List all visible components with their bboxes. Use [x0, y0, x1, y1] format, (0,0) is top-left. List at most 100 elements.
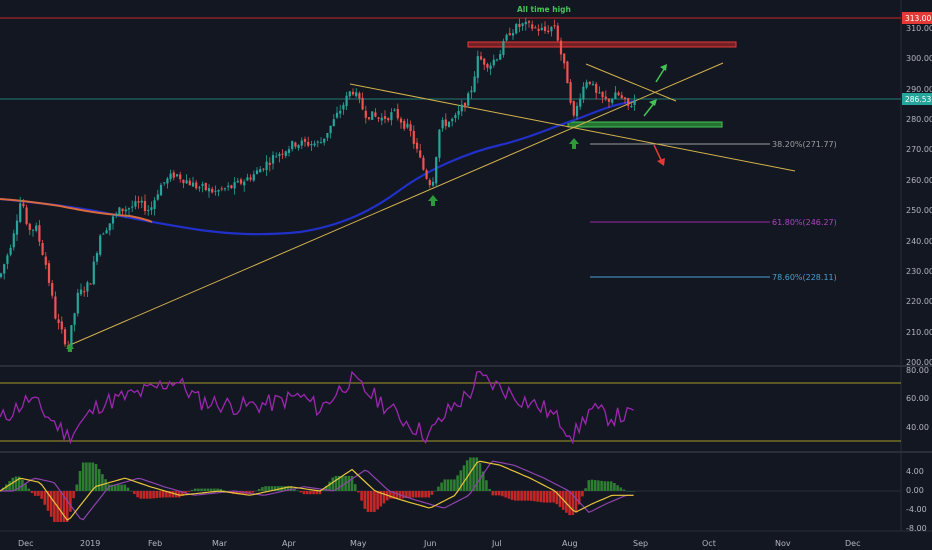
candle[interactable]	[12, 233, 15, 248]
candle[interactable]	[524, 21, 527, 25]
price-axis[interactable]: 310.00 300.00 290.00 280.00 270.00 260.0…	[906, 24, 932, 367]
candle[interactable]	[179, 174, 182, 180]
candle[interactable]	[534, 27, 537, 29]
candle[interactable]	[227, 185, 230, 188]
candle[interactable]	[92, 261, 95, 285]
candle[interactable]	[236, 180, 239, 183]
candle[interactable]	[265, 161, 268, 170]
candle[interactable]	[204, 183, 207, 190]
candle[interactable]	[121, 208, 124, 212]
candle[interactable]	[83, 291, 86, 293]
candle[interactable]	[54, 296, 57, 319]
candle[interactable]	[351, 91, 355, 95]
candle[interactable]	[147, 210, 150, 212]
candle[interactable]	[527, 21, 531, 23]
candle[interactable]	[419, 150, 422, 158]
candle[interactable]	[316, 141, 319, 143]
candle[interactable]	[329, 125, 332, 134]
macd-signal-line[interactable]	[0, 460, 634, 521]
candle[interactable]	[9, 247, 12, 255]
candle[interactable]	[531, 24, 534, 29]
candle[interactable]	[463, 102, 467, 108]
candle[interactable]	[460, 104, 463, 112]
candlestick-series[interactable]	[0, 17, 636, 352]
candle[interactable]	[431, 181, 435, 186]
candle[interactable]	[3, 264, 6, 274]
candle[interactable]	[511, 33, 515, 36]
candle[interactable]	[390, 112, 393, 121]
candle[interactable]	[556, 25, 559, 41]
candle[interactable]	[86, 282, 89, 292]
candle[interactable]	[502, 41, 505, 55]
candle[interactable]	[476, 56, 479, 78]
candle[interactable]	[348, 91, 351, 97]
candle[interactable]	[377, 117, 380, 119]
candle[interactable]	[380, 117, 383, 121]
candle[interactable]	[79, 289, 83, 295]
candle[interactable]	[124, 209, 127, 212]
candle[interactable]	[438, 129, 441, 158]
candle[interactable]	[111, 216, 115, 224]
candle[interactable]	[521, 23, 524, 26]
candle[interactable]	[374, 112, 377, 117]
candle[interactable]	[47, 263, 51, 283]
candle[interactable]	[566, 61, 569, 84]
candle[interactable]	[387, 118, 390, 121]
wedge-upper-line[interactable]	[585, 63, 677, 102]
candle[interactable]	[550, 26, 553, 32]
candle[interactable]	[134, 201, 137, 207]
candle[interactable]	[239, 179, 243, 184]
candle[interactable]	[19, 203, 22, 222]
candle[interactable]	[44, 256, 47, 265]
candle[interactable]	[569, 82, 572, 103]
falling-trendline[interactable]	[349, 83, 796, 172]
candle[interactable]	[38, 225, 41, 242]
macd-line[interactable]	[0, 460, 634, 521]
candle[interactable]	[281, 153, 284, 155]
candle[interactable]	[540, 27, 543, 30]
candle[interactable]	[467, 93, 470, 106]
candle[interactable]	[361, 97, 364, 110]
candle[interactable]	[607, 98, 611, 102]
candle[interactable]	[447, 121, 451, 127]
candle[interactable]	[275, 156, 278, 158]
candle[interactable]	[214, 190, 217, 192]
candle[interactable]	[547, 30, 550, 32]
candle[interactable]	[435, 157, 438, 184]
candle[interactable]	[127, 208, 131, 210]
candle[interactable]	[22, 203, 25, 207]
candle[interactable]	[217, 190, 220, 192]
candle[interactable]	[185, 180, 188, 184]
candle[interactable]	[6, 255, 9, 264]
candle[interactable]	[60, 321, 63, 330]
candle[interactable]	[451, 118, 454, 122]
candle[interactable]	[211, 188, 214, 193]
candle[interactable]	[396, 108, 399, 119]
candle[interactable]	[35, 225, 38, 231]
candle[interactable]	[383, 116, 387, 119]
candle[interactable]	[76, 292, 79, 314]
candle[interactable]	[617, 92, 620, 96]
candle[interactable]	[95, 253, 99, 262]
candle[interactable]	[579, 98, 582, 107]
candle[interactable]	[604, 96, 607, 99]
candle[interactable]	[182, 179, 185, 184]
candle[interactable]	[297, 144, 300, 149]
candle[interactable]	[457, 110, 460, 115]
time-axis[interactable]: Dec 2019 Feb Mar Apr May Jun Jul Aug Sep…	[18, 539, 860, 548]
candle[interactable]	[486, 63, 489, 68]
candle[interactable]	[543, 26, 547, 31]
candle[interactable]	[483, 58, 486, 65]
candle[interactable]	[508, 33, 511, 36]
candle[interactable]	[137, 201, 140, 203]
candle[interactable]	[51, 283, 54, 296]
candle[interactable]	[259, 169, 262, 173]
candle[interactable]	[195, 182, 198, 189]
candle[interactable]	[156, 194, 159, 200]
candle[interactable]	[284, 151, 287, 156]
candle[interactable]	[630, 105, 633, 108]
candle[interactable]	[243, 181, 246, 186]
candle[interactable]	[143, 200, 147, 212]
candle[interactable]	[0, 273, 3, 278]
